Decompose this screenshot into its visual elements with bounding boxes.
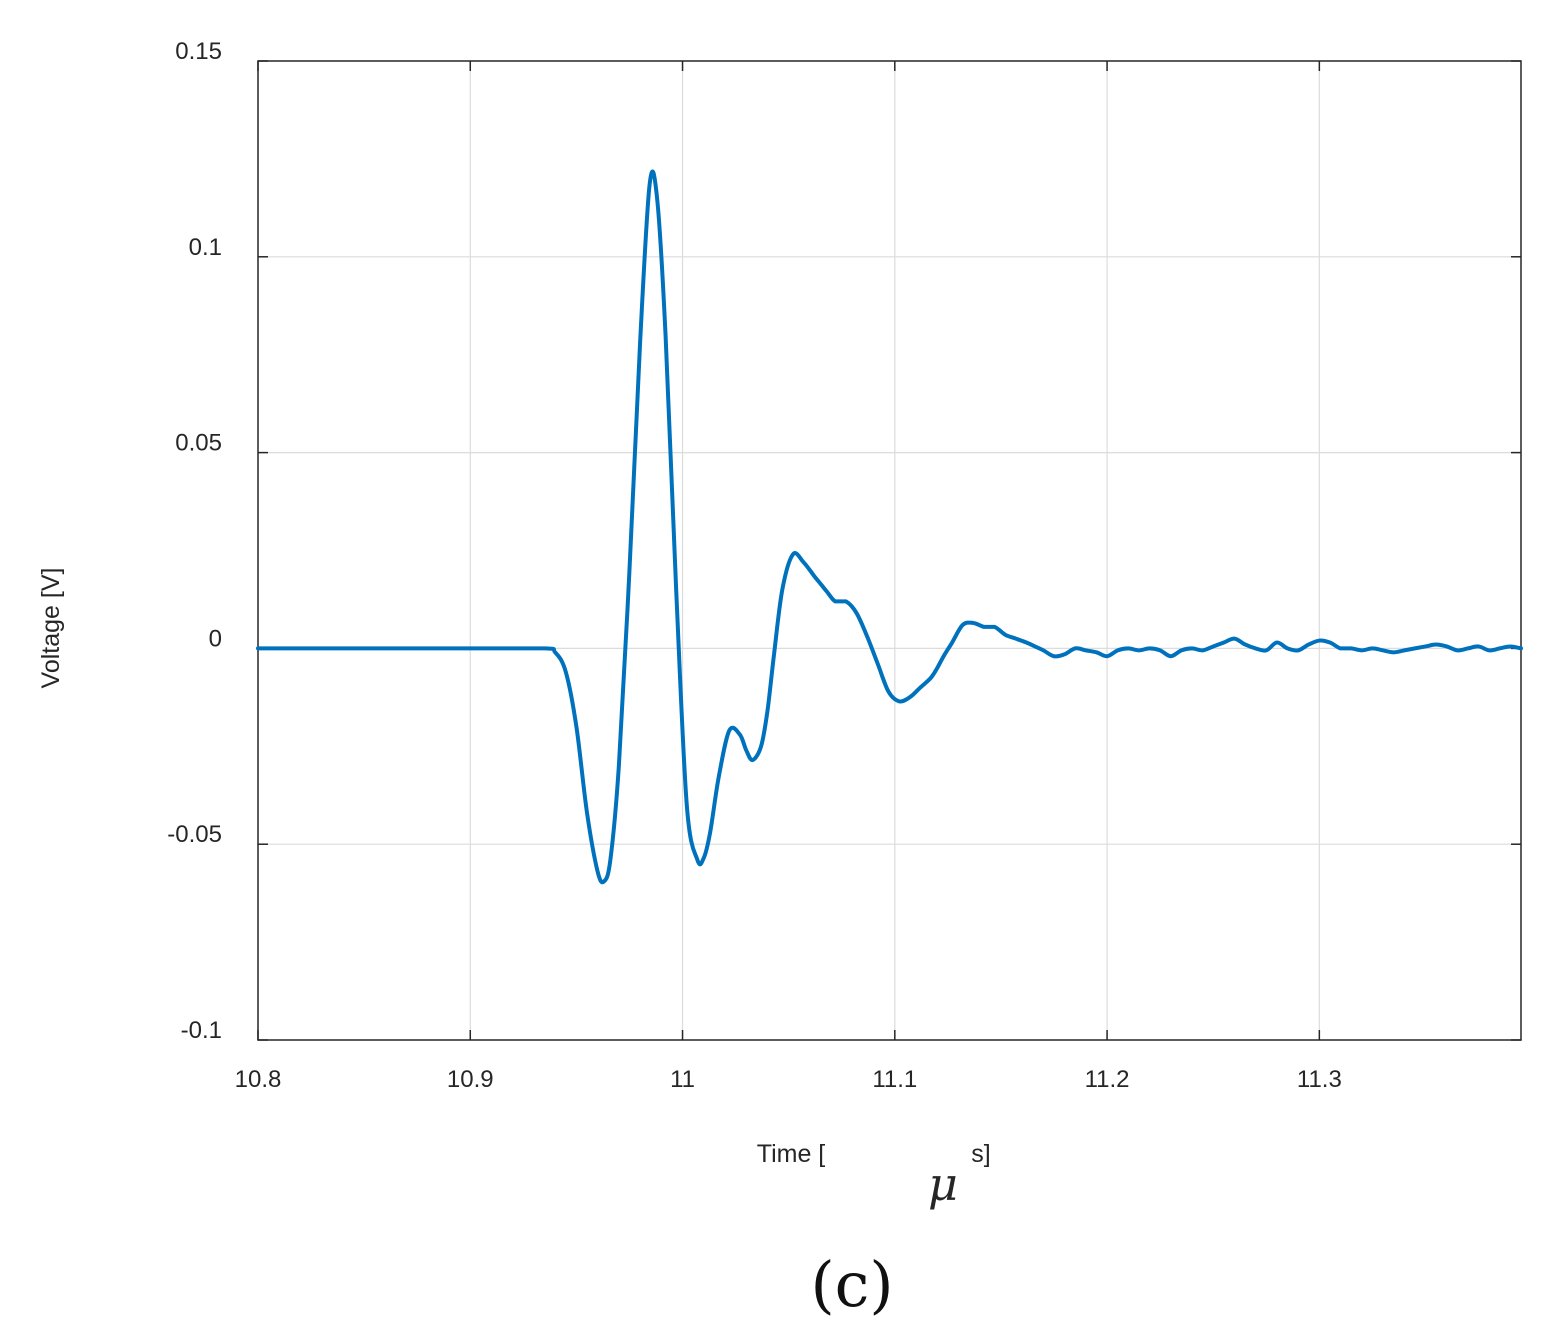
- voltage-series-line: [256, 169, 1523, 885]
- y-tick-label: 0.1: [189, 234, 222, 261]
- series-layer: [256, 169, 1523, 885]
- plot-area-frame: [257, 60, 1522, 1041]
- x-tick-label: 11.1: [872, 1066, 917, 1093]
- y-tick-label: 0: [209, 625, 222, 652]
- x-tick-label: 11.2: [1085, 1066, 1130, 1093]
- label-layer: 10.8 10.9 11 11.1 11.2 11.3 -0.1 -0.05 0 0.05 0.1 0…: [167, 38, 1342, 1093]
- x-tick-label: 11.3: [1297, 1066, 1342, 1093]
- tick-layer: [257, 60, 1521, 1041]
- y-axis-label: Voltage [V]: [37, 568, 65, 689]
- x-tick-label: 11: [670, 1066, 695, 1093]
- y-tick-label: -0.1: [181, 1017, 222, 1044]
- x-tick-label: 10.8: [235, 1066, 282, 1093]
- x-tick-label: 10.9: [447, 1066, 494, 1093]
- y-tick-label: 0.15: [175, 38, 222, 65]
- x-axis-label: Time [: [757, 1140, 826, 1168]
- x-axis-mu-symbol: μ: [928, 1157, 958, 1211]
- figure-caption: (c): [810, 1248, 893, 1321]
- y-tick-label: 0.05: [175, 430, 222, 457]
- x-axis-unit-label: s]: [971, 1140, 990, 1168]
- y-tick-label: -0.05: [167, 821, 222, 848]
